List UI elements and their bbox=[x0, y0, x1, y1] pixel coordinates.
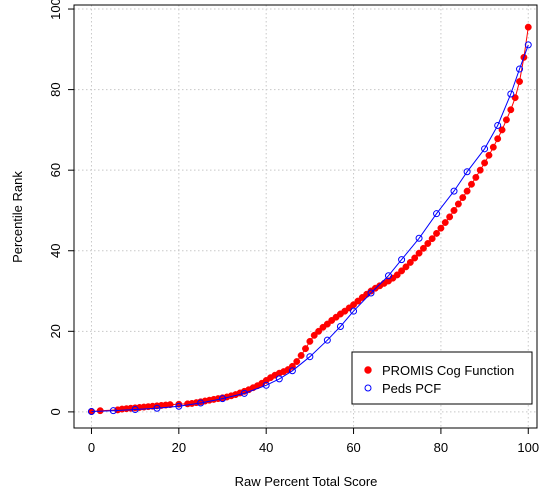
data-point-peds-pcf bbox=[481, 145, 489, 153]
data-point-promis-cog-function bbox=[293, 358, 301, 365]
data-point-peds-pcf bbox=[384, 272, 392, 280]
data-point-peds-pcf bbox=[524, 41, 532, 49]
series-line-peds-pcf bbox=[91, 44, 529, 412]
data-point-promis-cog-function bbox=[398, 267, 406, 275]
data-point-promis-cog-function bbox=[433, 229, 440, 237]
data-point-peds-pcf bbox=[367, 289, 375, 297]
y-tick-label: 40 bbox=[48, 244, 63, 258]
data-point-peds-pcf bbox=[153, 404, 161, 412]
data-point-promis-cog-function bbox=[463, 187, 471, 195]
data-point-promis-cog-function bbox=[315, 327, 323, 335]
data-point-promis-cog-function bbox=[402, 263, 410, 271]
data-point-peds-pcf bbox=[306, 353, 314, 361]
data-point-peds-pcf bbox=[275, 375, 283, 383]
y-tick-label: 20 bbox=[48, 324, 63, 338]
data-point-peds-pcf bbox=[450, 187, 458, 195]
data-point-promis-cog-function bbox=[297, 352, 305, 359]
y-tick-label: 0 bbox=[48, 408, 63, 415]
data-point-peds-pcf bbox=[516, 65, 524, 73]
data-point-promis-cog-function bbox=[507, 106, 515, 114]
data-point-peds-pcf bbox=[507, 90, 515, 98]
y-tick-label: 60 bbox=[48, 163, 63, 177]
data-point-peds-pcf bbox=[175, 402, 183, 410]
x-tick-label: 80 bbox=[434, 440, 448, 455]
data-point-promis-cog-function bbox=[302, 345, 309, 353]
data-point-peds-pcf bbox=[197, 399, 205, 407]
data-point-promis-cog-function bbox=[428, 235, 436, 243]
data-point-peds-pcf bbox=[131, 405, 139, 413]
data-point-peds-pcf bbox=[87, 407, 95, 415]
data-point-promis-cog-function bbox=[450, 207, 458, 214]
data-point-peds-pcf bbox=[463, 168, 471, 176]
data-point-promis-cog-function bbox=[516, 78, 523, 85]
data-point-promis-cog-function bbox=[481, 159, 489, 167]
data-point-promis-cog-function bbox=[415, 249, 423, 257]
data-point-promis-cog-function bbox=[468, 180, 475, 188]
data-point-promis-cog-function bbox=[494, 135, 502, 143]
data-point-promis-cog-function bbox=[306, 337, 314, 345]
data-point-peds-pcf bbox=[494, 121, 502, 129]
data-point-peds-pcf bbox=[109, 407, 117, 415]
data-point-peds-pcf bbox=[336, 322, 344, 330]
data-point-promis-cog-function bbox=[498, 126, 506, 134]
x-tick-label: 0 bbox=[88, 440, 95, 455]
x-tick-label: 60 bbox=[346, 440, 360, 455]
legend: PROMIS Cog Function Peds PCF bbox=[351, 351, 533, 405]
y-tick-label: 80 bbox=[48, 82, 63, 96]
legend-label-promis: PROMIS Cog Function bbox=[382, 363, 514, 378]
data-point-promis-cog-function bbox=[472, 173, 480, 181]
series-layer bbox=[87, 23, 532, 415]
data-point-peds-pcf bbox=[240, 389, 248, 397]
legend-marker-peds-pcf bbox=[364, 384, 372, 392]
data-point-promis-cog-function bbox=[441, 219, 449, 226]
axis-ticks: 0 20 40 60 80 100 0 20 40 60 80 100 bbox=[48, 0, 539, 455]
data-point-promis-cog-function bbox=[437, 224, 445, 232]
y-axis-label: Percentile Rank bbox=[10, 171, 25, 263]
y-tick-label: 100 bbox=[48, 0, 63, 20]
data-point-promis-cog-function bbox=[446, 213, 454, 221]
data-point-peds-pcf bbox=[398, 256, 406, 264]
data-point-promis-cog-function bbox=[419, 244, 427, 252]
data-point-promis-cog-function bbox=[476, 166, 484, 174]
data-point-promis-cog-function bbox=[485, 151, 493, 159]
legend-label-peds-pcf: Peds PCF bbox=[382, 381, 441, 396]
data-point-promis-cog-function bbox=[393, 271, 401, 279]
data-point-promis-cog-function bbox=[489, 143, 497, 151]
x-tick-label: 100 bbox=[517, 440, 539, 455]
x-tick-label: 20 bbox=[172, 440, 186, 455]
plot-area-frame bbox=[73, 4, 538, 429]
data-point-promis-cog-function bbox=[454, 200, 462, 208]
data-point-promis-cog-function bbox=[502, 116, 510, 124]
data-point-peds-pcf bbox=[262, 381, 270, 389]
x-axis-label: Raw Percent Total Score bbox=[235, 474, 378, 489]
data-point-peds-pcf bbox=[415, 234, 423, 242]
x-tick-label: 40 bbox=[259, 440, 273, 455]
data-point-peds-pcf bbox=[323, 336, 331, 344]
data-point-promis-cog-function bbox=[424, 240, 432, 247]
data-point-promis-cog-function bbox=[310, 331, 318, 339]
data-point-promis-cog-function bbox=[459, 194, 467, 202]
legend-marker-promis bbox=[364, 366, 372, 374]
data-point-peds-pcf bbox=[288, 367, 296, 375]
data-point-promis-cog-function bbox=[524, 23, 532, 31]
data-point-peds-pcf bbox=[350, 307, 358, 315]
data-point-promis-cog-function bbox=[406, 258, 414, 266]
data-point-peds-pcf bbox=[433, 210, 441, 218]
data-point-peds-pcf bbox=[219, 395, 227, 403]
data-point-promis-cog-function bbox=[411, 254, 419, 262]
legend-box bbox=[351, 351, 533, 405]
data-point-promis-cog-function bbox=[166, 401, 174, 409]
